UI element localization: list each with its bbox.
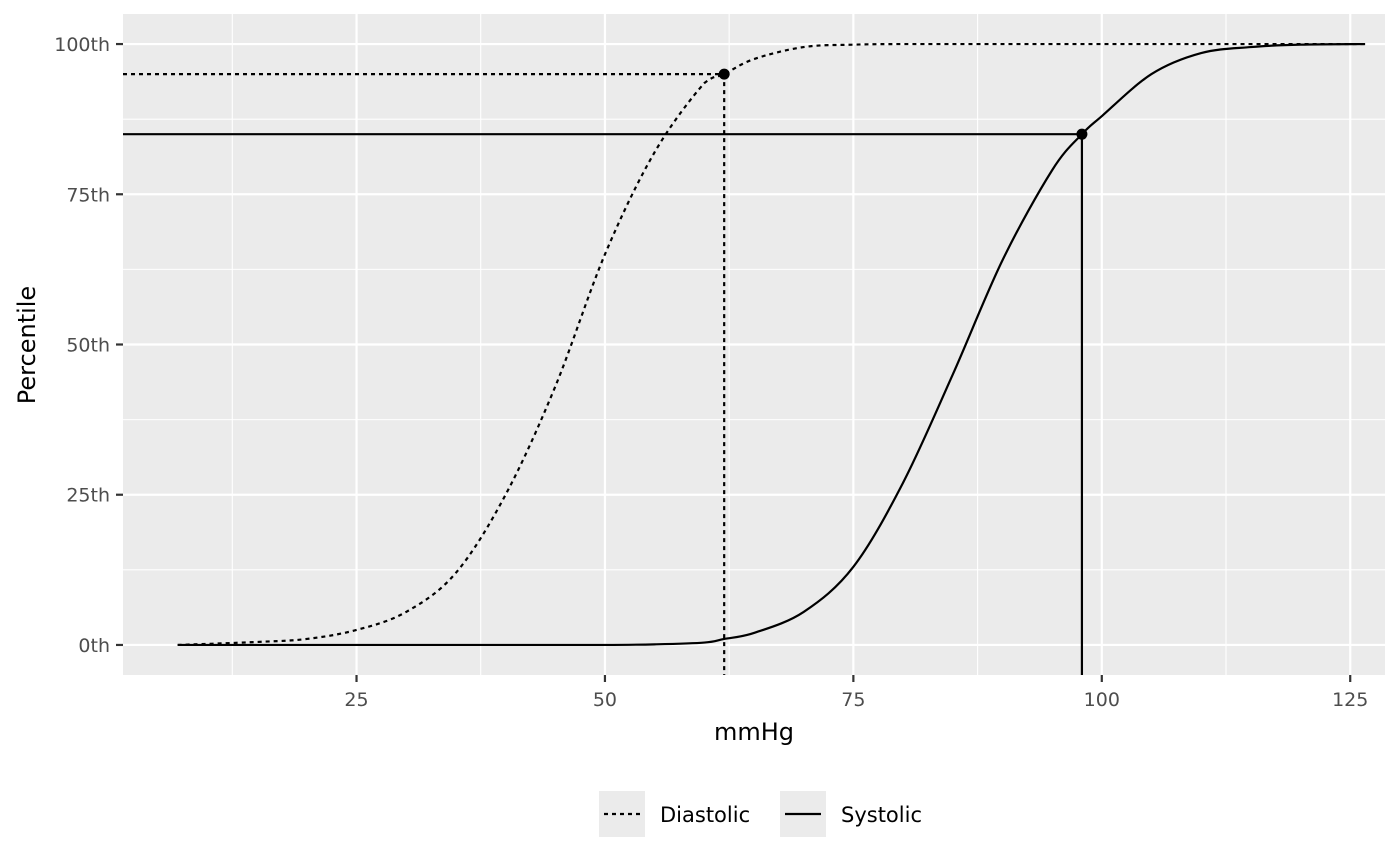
x-axis-title: mmHg [714, 718, 794, 746]
x-tick-label: 75 [841, 689, 865, 711]
y-tick-label: 0th [78, 635, 110, 657]
y-axis: 0th 25th 50th 75th 100th [54, 34, 123, 657]
y-tick-label: 100th [54, 34, 110, 56]
marker-point-diastolic [718, 68, 730, 80]
legend-label-systolic: Systolic [841, 803, 922, 827]
y-tick-label: 25th [66, 485, 110, 507]
grid-major [123, 14, 1385, 675]
x-axis: 25 50 75 100 125 [344, 675, 1368, 711]
y-axis-title: Percentile [13, 286, 41, 404]
markers [718, 68, 1088, 140]
y-tick-label: 50th [66, 335, 110, 357]
legend: Diastolic Systolic [599, 791, 922, 837]
legend-label-diastolic: Diastolic [660, 803, 750, 827]
x-tick-label: 100 [1084, 689, 1120, 711]
series-line-systolic [177, 42, 1366, 647]
x-tick-label: 125 [1332, 689, 1368, 711]
marker-point-systolic [1076, 128, 1088, 140]
series-lines [177, 42, 1366, 647]
series-line-diastolic [177, 42, 1366, 647]
y-tick-label: 75th [66, 184, 110, 206]
x-tick-label: 50 [593, 689, 617, 711]
x-tick-label: 25 [344, 689, 368, 711]
reference-lines [123, 72, 1084, 675]
